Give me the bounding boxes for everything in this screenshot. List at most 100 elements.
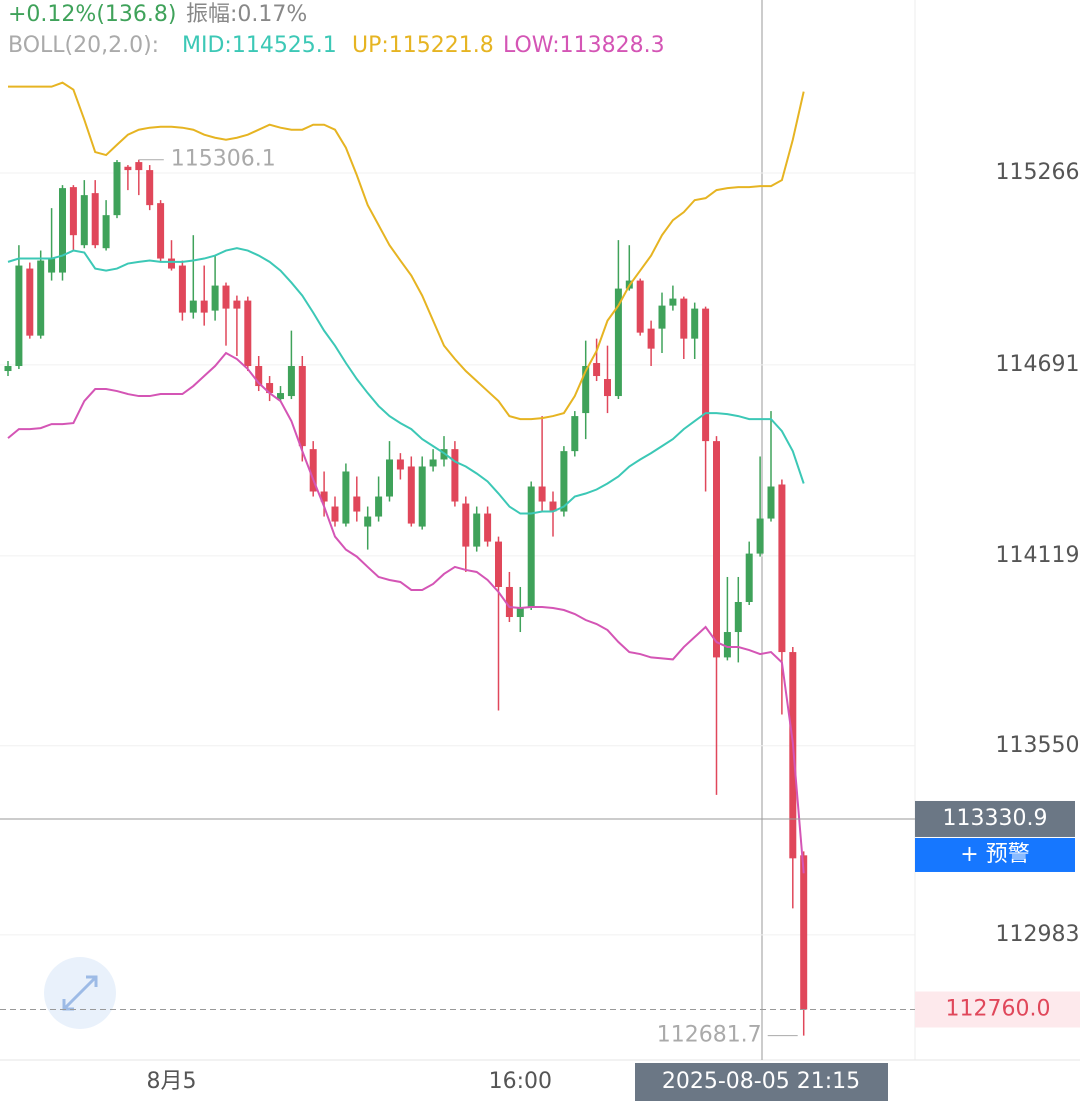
candle-body bbox=[48, 258, 56, 273]
candle-body bbox=[135, 162, 143, 171]
y-tick-label: 112983.8 bbox=[996, 922, 1080, 947]
last-price: 112760.0 bbox=[946, 997, 1051, 1022]
crosshair-time-box bbox=[635, 1063, 888, 1101]
candle-body bbox=[15, 265, 23, 367]
candle-body bbox=[287, 366, 295, 397]
candle-body bbox=[516, 607, 524, 618]
candle-body bbox=[26, 268, 34, 336]
candle-body bbox=[614, 288, 622, 397]
candle-body bbox=[767, 486, 775, 519]
crosshair-time: 2025-08-05 21:15 bbox=[662, 1069, 860, 1094]
candle-body bbox=[244, 300, 252, 367]
candle-body bbox=[69, 187, 77, 236]
candle-body bbox=[527, 486, 535, 608]
candle-body bbox=[102, 215, 110, 249]
candle-body bbox=[560, 451, 568, 512]
candle-body bbox=[178, 265, 186, 313]
candle-body bbox=[342, 471, 350, 524]
candle-body bbox=[800, 855, 808, 1010]
candle-body bbox=[59, 188, 66, 273]
candle-body bbox=[189, 300, 197, 313]
boll-line bbox=[8, 81, 805, 421]
candle-body bbox=[211, 285, 219, 311]
candle-body bbox=[582, 366, 590, 414]
candle-body bbox=[429, 459, 437, 467]
candle-body bbox=[80, 195, 88, 246]
candle-body bbox=[124, 166, 132, 171]
candle-body bbox=[255, 366, 263, 387]
candle-body bbox=[593, 363, 601, 377]
candle-body bbox=[462, 503, 470, 547]
candle-body bbox=[266, 383, 274, 394]
candle-body bbox=[691, 308, 699, 339]
y-tick-label: 113550.2 bbox=[996, 733, 1080, 758]
y-tick-label: 115266.3 bbox=[996, 160, 1080, 185]
candle-body bbox=[407, 466, 415, 524]
amplitude: 振幅:0.17% bbox=[186, 2, 307, 27]
candle-body bbox=[538, 486, 546, 502]
candle-body bbox=[298, 366, 306, 447]
candle-body bbox=[375, 496, 383, 517]
min-label: 112681.7 bbox=[657, 1023, 762, 1048]
candle-body bbox=[277, 393, 284, 400]
candle-body bbox=[4, 366, 12, 372]
candle-body bbox=[309, 449, 317, 492]
candle-body bbox=[778, 484, 786, 653]
candle-body bbox=[636, 280, 644, 333]
candle-body bbox=[702, 308, 710, 442]
x-tick-label: 8月5 bbox=[147, 1069, 197, 1094]
candle-body bbox=[745, 553, 753, 602]
change: +0.12%(136.8) bbox=[8, 2, 176, 27]
candle-body bbox=[549, 501, 557, 512]
candle-body bbox=[364, 516, 372, 527]
candle-body bbox=[723, 632, 731, 658]
alert-button[interactable] bbox=[915, 837, 1075, 872]
legend-entry: UP:115221.8 bbox=[352, 33, 494, 58]
candle-body bbox=[37, 260, 45, 336]
candle-body bbox=[386, 459, 393, 497]
candle-body bbox=[113, 162, 121, 216]
candle-body bbox=[146, 170, 154, 206]
candle-body bbox=[353, 496, 361, 512]
last-price-box bbox=[915, 991, 1080, 1028]
candle-body bbox=[647, 328, 655, 349]
candle-body bbox=[505, 586, 513, 618]
candle-body bbox=[713, 441, 720, 658]
crosshair-price-box bbox=[915, 800, 1075, 837]
y-tick-label: 114691.4 bbox=[996, 352, 1080, 377]
candle-body bbox=[680, 298, 688, 339]
candle-body bbox=[604, 379, 611, 397]
boll-line bbox=[7, 351, 805, 874]
candle-body bbox=[396, 459, 404, 470]
candle-body bbox=[495, 541, 502, 587]
expand-icon bbox=[62, 975, 98, 1011]
candle-body bbox=[320, 491, 328, 502]
boll-line bbox=[7, 247, 805, 515]
candle-body bbox=[222, 285, 230, 309]
candle-body bbox=[157, 203, 165, 259]
alert-button-label[interactable]: + 预警 bbox=[960, 842, 1029, 867]
legend-entry: LOW:113828.3 bbox=[503, 33, 665, 58]
candle-body bbox=[473, 513, 481, 547]
y-tick-label: 114119.3 bbox=[996, 543, 1080, 568]
candle-body bbox=[571, 416, 579, 452]
candle-body bbox=[658, 305, 666, 329]
indicator: BOLL(20,2.0): bbox=[8, 33, 159, 58]
candle-body bbox=[418, 466, 426, 527]
candle-body bbox=[451, 449, 459, 502]
candle-body bbox=[233, 300, 241, 309]
candle-body bbox=[789, 652, 797, 859]
candle-body bbox=[91, 193, 99, 246]
candle-body bbox=[484, 513, 492, 542]
candle-body bbox=[756, 518, 764, 554]
crosshair-price: 113330.9 bbox=[943, 806, 1048, 831]
legend-entry: MID:114525.1 bbox=[182, 33, 337, 58]
candle-body bbox=[734, 601, 742, 633]
candle-body bbox=[200, 300, 208, 313]
candle-body bbox=[331, 506, 339, 522]
x-tick-label: 16:00 bbox=[489, 1069, 552, 1094]
candle-body bbox=[168, 258, 175, 269]
max-label: 115306.1 bbox=[171, 147, 276, 172]
candle-body bbox=[669, 298, 677, 306]
